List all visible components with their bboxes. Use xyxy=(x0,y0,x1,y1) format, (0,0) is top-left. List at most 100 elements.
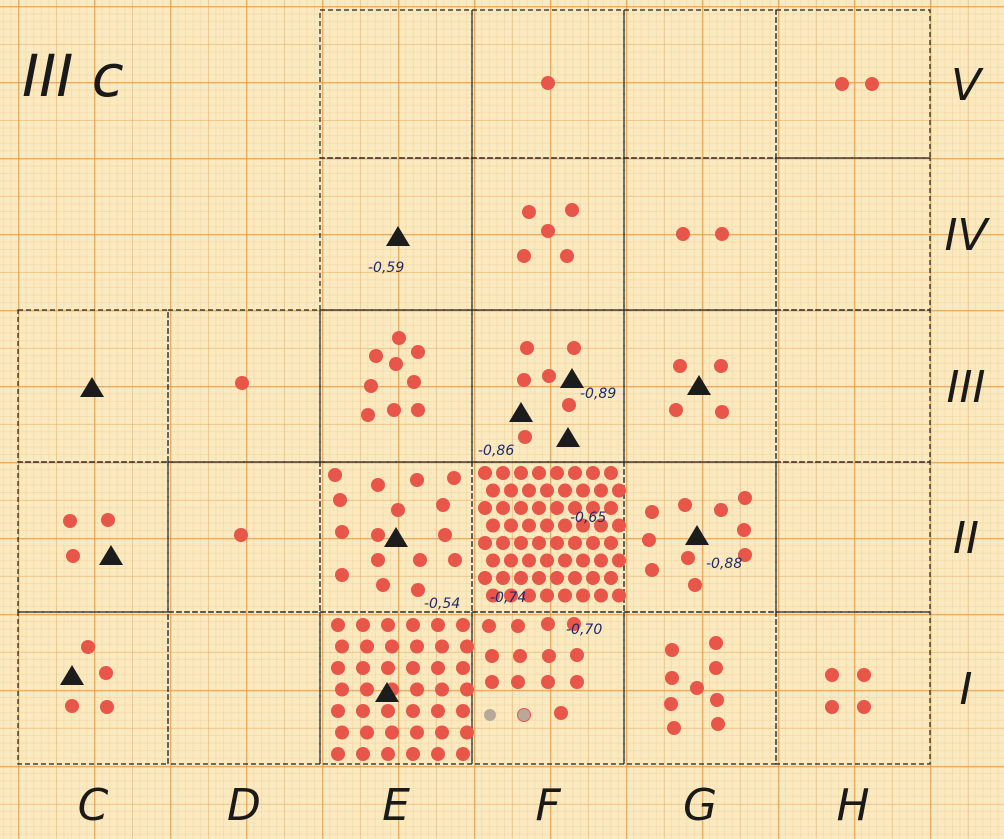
dot xyxy=(711,717,725,731)
dot xyxy=(478,571,492,585)
dot xyxy=(520,341,534,355)
dot xyxy=(431,704,445,718)
row-label: IV xyxy=(944,210,990,261)
dot xyxy=(63,514,77,528)
dot xyxy=(387,403,401,417)
dot xyxy=(356,661,370,675)
dot xyxy=(504,553,518,568)
dot xyxy=(486,588,500,603)
dot xyxy=(676,227,690,241)
dot xyxy=(456,618,470,632)
dot xyxy=(550,536,564,550)
dot xyxy=(65,699,79,713)
dot xyxy=(738,491,752,505)
cell xyxy=(17,611,169,765)
dot xyxy=(558,553,572,568)
dot xyxy=(66,549,80,563)
dot xyxy=(435,682,449,697)
dot xyxy=(690,681,704,695)
dot xyxy=(586,466,600,480)
cell xyxy=(775,9,931,159)
triangle xyxy=(80,377,104,397)
dot xyxy=(436,498,450,512)
cell xyxy=(623,9,777,159)
dot xyxy=(234,528,248,542)
dot xyxy=(371,528,385,542)
dot xyxy=(331,661,345,675)
dot xyxy=(356,704,370,718)
dot xyxy=(540,553,554,568)
dot xyxy=(857,700,871,714)
dot xyxy=(376,578,390,592)
dot xyxy=(456,704,470,718)
dot xyxy=(714,359,728,373)
triangle xyxy=(687,375,711,395)
title: III c xyxy=(22,42,124,110)
dot xyxy=(541,675,555,689)
dot xyxy=(410,725,424,740)
dot xyxy=(715,405,729,419)
dot xyxy=(435,725,449,740)
dot xyxy=(335,725,349,740)
dot xyxy=(331,747,345,761)
column-label: E xyxy=(382,780,410,831)
dot xyxy=(673,359,687,373)
dot xyxy=(568,466,582,480)
dot xyxy=(328,468,342,482)
dot xyxy=(540,588,554,603)
dot xyxy=(567,617,581,631)
dot xyxy=(406,618,420,632)
dot xyxy=(642,533,656,547)
dot xyxy=(371,478,385,492)
triangle xyxy=(60,665,84,685)
dot xyxy=(496,571,510,585)
dot xyxy=(478,501,492,515)
dot xyxy=(825,668,839,682)
dot xyxy=(532,501,546,515)
dot xyxy=(568,536,582,550)
dot xyxy=(586,571,600,585)
cell-grid xyxy=(17,9,931,765)
dot xyxy=(406,661,420,675)
dot xyxy=(562,398,576,412)
dot xyxy=(385,639,399,654)
dot xyxy=(688,578,702,592)
annotation: -0,74 xyxy=(490,590,526,606)
faint-dot xyxy=(518,709,530,721)
dot xyxy=(335,568,349,582)
dot xyxy=(681,551,695,565)
annotation: -0,70 xyxy=(566,622,602,638)
dot xyxy=(486,553,500,568)
dot xyxy=(99,666,113,680)
dot xyxy=(558,518,572,533)
dot xyxy=(594,483,608,498)
dot xyxy=(532,466,546,480)
dot xyxy=(460,639,474,654)
dot xyxy=(360,682,374,697)
dot xyxy=(389,357,403,371)
dot xyxy=(517,373,531,387)
cell xyxy=(775,611,931,765)
dot xyxy=(460,725,474,740)
dot xyxy=(835,77,849,91)
dot xyxy=(665,671,679,685)
dot xyxy=(710,693,724,707)
column-label: F xyxy=(535,780,561,831)
dot xyxy=(411,583,425,597)
dot xyxy=(558,483,572,498)
cell xyxy=(17,461,169,613)
dot xyxy=(568,501,582,515)
dot xyxy=(522,588,536,603)
row-label: III xyxy=(947,362,986,413)
dot xyxy=(381,747,395,761)
dot xyxy=(554,706,568,720)
dot xyxy=(447,471,461,485)
column-label: D xyxy=(227,780,261,831)
dot xyxy=(550,571,564,585)
dot xyxy=(513,649,527,663)
triangle xyxy=(509,402,533,422)
annotation: -0,86 xyxy=(478,443,514,459)
dot xyxy=(522,553,536,568)
